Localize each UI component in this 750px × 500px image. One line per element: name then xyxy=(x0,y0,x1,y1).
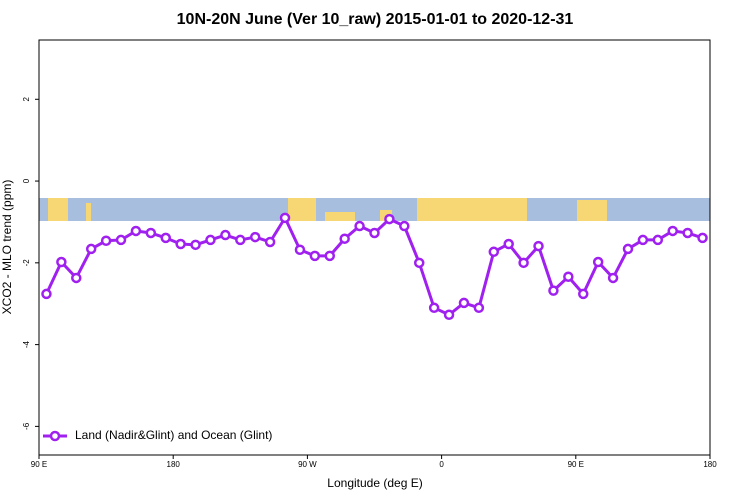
legend-label: Land (Nadir&Glint) and Ocean (Glint) xyxy=(75,428,272,442)
x-tick-label: 180 xyxy=(167,460,181,469)
point xyxy=(145,227,157,239)
x-tick-label: 0 xyxy=(439,460,444,469)
point xyxy=(607,272,619,284)
point xyxy=(413,257,425,269)
point xyxy=(249,231,261,243)
point xyxy=(205,234,216,246)
point xyxy=(458,297,470,309)
x-tick-label: 180 xyxy=(703,460,717,469)
chart-title: 10N-20N June (Ver 10_raw) 2015-01-01 to … xyxy=(177,11,574,28)
point xyxy=(369,227,380,239)
point xyxy=(488,246,500,258)
point xyxy=(85,243,97,255)
point xyxy=(428,302,440,314)
point xyxy=(339,233,350,244)
y-tick-label: -6 xyxy=(22,422,31,430)
y-tick-label: 2 xyxy=(22,97,31,102)
point xyxy=(160,232,171,244)
point xyxy=(652,234,664,246)
map-band xyxy=(39,198,710,221)
point xyxy=(41,288,52,300)
point xyxy=(175,238,186,250)
point xyxy=(100,235,112,247)
point xyxy=(399,220,410,232)
point xyxy=(294,244,306,255)
point xyxy=(309,250,321,262)
point xyxy=(548,285,559,296)
y-tick-label: -4 xyxy=(22,341,31,349)
point xyxy=(533,240,544,252)
point xyxy=(56,256,67,268)
y-tick-label: 0 xyxy=(22,178,31,183)
point xyxy=(667,225,678,237)
point xyxy=(190,239,201,251)
point xyxy=(637,234,649,246)
point xyxy=(578,288,589,300)
point xyxy=(354,220,365,232)
point xyxy=(115,234,127,246)
x-tick-label: 90 E xyxy=(568,460,584,469)
x-tick-label: 90 E xyxy=(31,460,47,469)
point xyxy=(130,225,142,237)
point xyxy=(473,302,485,314)
point xyxy=(503,238,514,250)
point xyxy=(518,257,529,269)
point xyxy=(384,213,395,225)
point xyxy=(279,212,291,224)
y-axis-label: XCO2 - MLO trend (ppm) xyxy=(0,180,14,315)
point xyxy=(622,243,634,255)
point xyxy=(71,272,82,284)
point xyxy=(324,250,336,262)
x-axis-label: Longitude (deg E) xyxy=(327,476,422,490)
legend-marker xyxy=(49,430,61,442)
point xyxy=(697,232,708,244)
x-tick-label: 90 W xyxy=(298,460,317,469)
y-tick-label: -2 xyxy=(22,259,31,267)
point xyxy=(235,234,246,246)
point xyxy=(264,236,276,248)
point xyxy=(443,309,455,321)
plot-frame xyxy=(38,39,711,456)
point xyxy=(592,256,604,268)
point xyxy=(563,271,574,282)
point xyxy=(682,227,693,239)
point xyxy=(220,229,231,241)
